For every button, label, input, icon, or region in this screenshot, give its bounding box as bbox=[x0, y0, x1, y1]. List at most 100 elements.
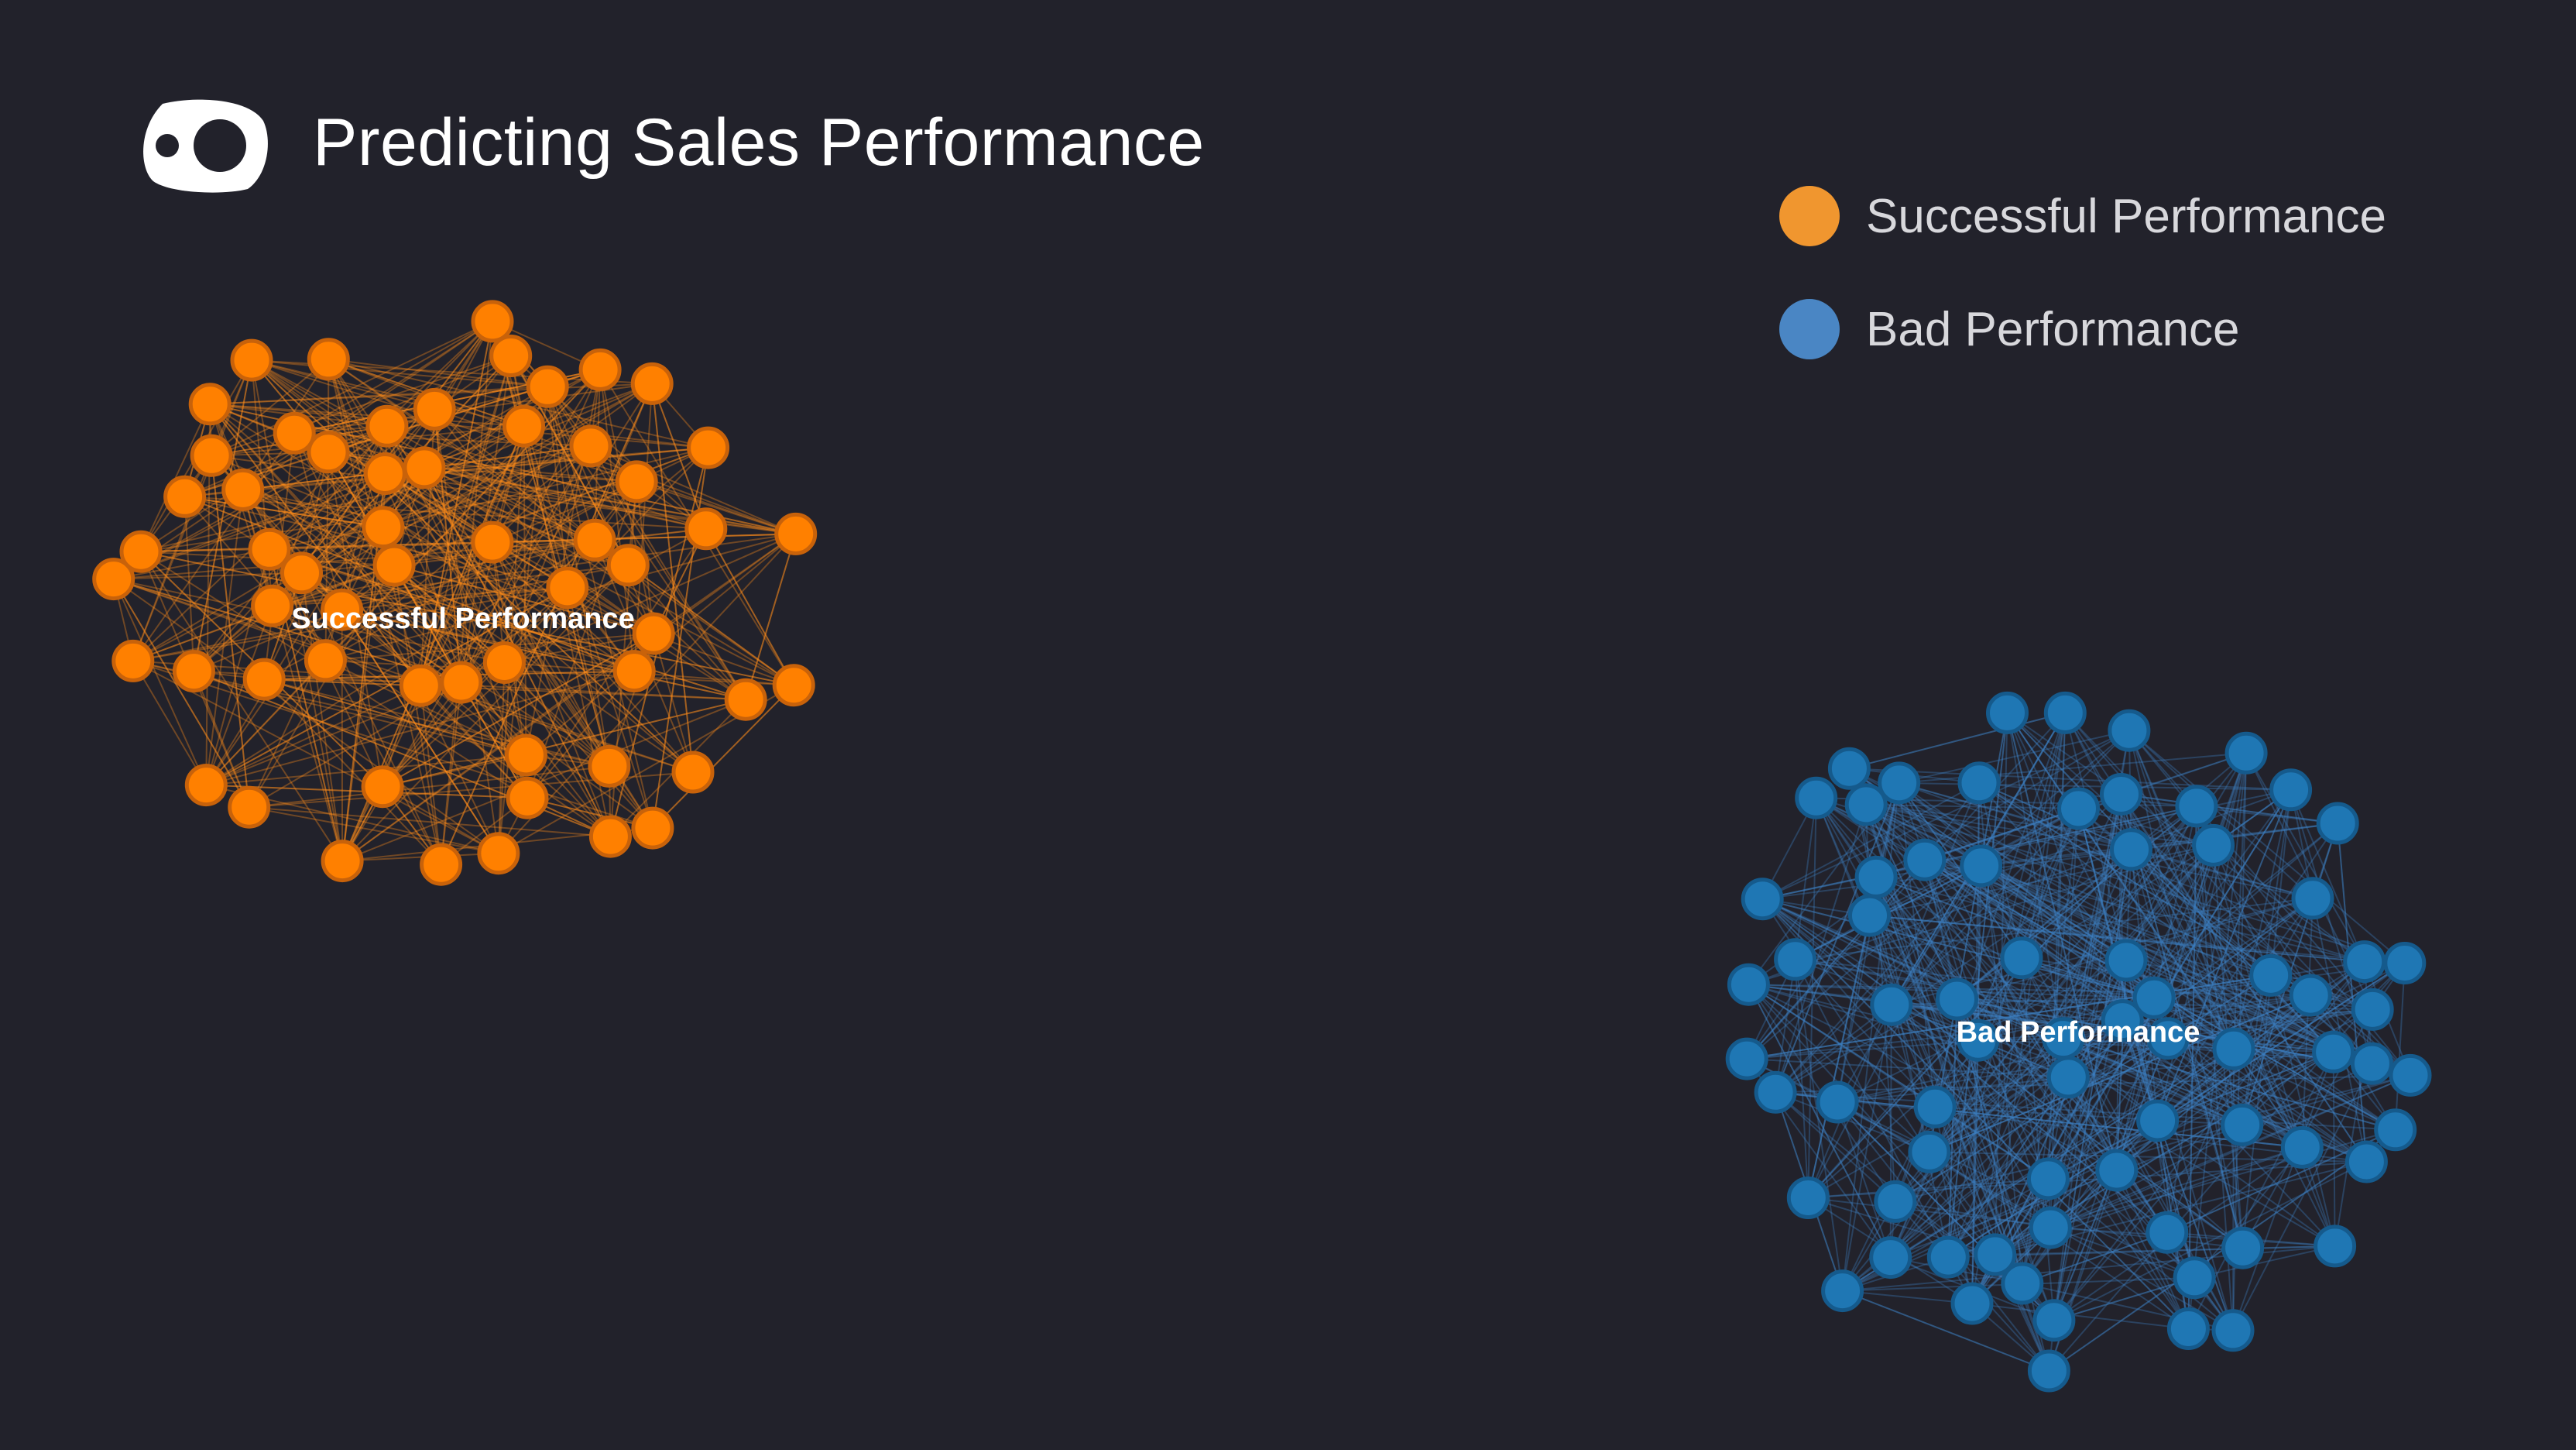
edge bbox=[1869, 844, 2214, 917]
edge bbox=[2194, 1245, 2335, 1279]
network-node bbox=[2351, 988, 2394, 1031]
edge bbox=[251, 359, 548, 388]
network-node bbox=[2344, 1140, 2388, 1183]
network-node bbox=[1854, 855, 1898, 898]
edge bbox=[2078, 807, 2214, 847]
legend-swatch-successful bbox=[1779, 186, 1840, 246]
edge bbox=[269, 383, 653, 551]
edge bbox=[1934, 1106, 2049, 1180]
edge bbox=[745, 534, 797, 700]
edge bbox=[341, 609, 499, 854]
edge bbox=[2021, 957, 2055, 1321]
edge bbox=[2332, 1052, 2336, 1246]
edge bbox=[2047, 994, 2311, 1180]
edge bbox=[2337, 823, 2368, 1163]
network-node bbox=[2042, 1017, 2085, 1060]
edge bbox=[1865, 804, 2127, 961]
network-node bbox=[606, 544, 650, 587]
network-node bbox=[1986, 691, 2029, 734]
edge bbox=[1747, 974, 2271, 1060]
edge bbox=[492, 369, 601, 543]
edge bbox=[205, 587, 568, 786]
edge bbox=[2063, 1037, 2396, 1131]
edge bbox=[1890, 1037, 2169, 1259]
edge bbox=[1761, 898, 1957, 1000]
edge bbox=[1775, 804, 1868, 1093]
edge bbox=[242, 489, 384, 528]
edge bbox=[2064, 713, 2127, 961]
edge bbox=[294, 432, 592, 447]
edge bbox=[1875, 823, 2338, 878]
edge bbox=[2077, 808, 2196, 1279]
edge bbox=[651, 383, 694, 773]
edge bbox=[211, 425, 524, 457]
edge bbox=[113, 578, 505, 664]
edge bbox=[1875, 877, 2023, 1284]
edge bbox=[1775, 1091, 2303, 1149]
network-node bbox=[2173, 1256, 2216, 1300]
edge bbox=[2241, 961, 2365, 1125]
edge bbox=[2120, 794, 2156, 998]
edge bbox=[1929, 844, 2214, 1153]
edge bbox=[341, 473, 386, 610]
edge bbox=[249, 806, 499, 854]
edge bbox=[341, 633, 654, 862]
edge bbox=[1842, 1290, 1973, 1304]
edge bbox=[1929, 1037, 2169, 1153]
edge bbox=[547, 386, 568, 588]
edge bbox=[1923, 859, 2023, 1284]
edge bbox=[2128, 730, 2303, 1148]
edge bbox=[328, 358, 548, 388]
edge bbox=[251, 359, 344, 861]
edge bbox=[523, 426, 527, 755]
edge bbox=[2128, 730, 2235, 1049]
network-node bbox=[1774, 938, 1817, 981]
edge bbox=[341, 609, 499, 854]
network-node bbox=[361, 765, 404, 809]
edge bbox=[2131, 823, 2338, 850]
edge bbox=[264, 678, 746, 701]
edge bbox=[2021, 957, 2155, 999]
network-node bbox=[504, 733, 547, 777]
network-node bbox=[403, 446, 446, 489]
edge bbox=[1761, 730, 2130, 900]
edge bbox=[113, 572, 302, 580]
edge bbox=[325, 659, 794, 686]
edge bbox=[492, 533, 796, 544]
edge bbox=[386, 425, 707, 530]
edge bbox=[113, 578, 421, 687]
edge bbox=[205, 660, 327, 786]
network-node bbox=[578, 348, 622, 391]
edge bbox=[1775, 1091, 2303, 1149]
edge bbox=[1978, 781, 2132, 850]
edge bbox=[2067, 897, 2314, 1078]
edge bbox=[504, 633, 654, 664]
network-node bbox=[2192, 823, 2235, 867]
edge bbox=[184, 496, 383, 528]
edge bbox=[2166, 975, 2272, 1233]
network-node bbox=[2110, 828, 2152, 871]
edge bbox=[1842, 1290, 2049, 1372]
edge bbox=[2130, 849, 2334, 1053]
edge bbox=[382, 445, 592, 528]
edge bbox=[393, 565, 654, 635]
edge bbox=[492, 541, 629, 566]
edge bbox=[1865, 804, 2190, 1330]
legend-label-successful: Successful Performance bbox=[1866, 189, 2386, 243]
edge bbox=[1795, 897, 2314, 960]
edge bbox=[269, 548, 442, 865]
edge bbox=[1837, 1076, 2069, 1103]
edge bbox=[1816, 797, 2365, 963]
edge bbox=[2006, 712, 2411, 1077]
edge bbox=[1890, 1124, 2243, 1259]
edge bbox=[193, 671, 250, 808]
legend-item-successful: Successful Performance bbox=[1779, 186, 2386, 246]
network-node bbox=[1827, 747, 1871, 790]
edge bbox=[2233, 753, 2248, 1049]
edge bbox=[2022, 1231, 2168, 1284]
edge bbox=[328, 358, 794, 686]
edge bbox=[342, 852, 499, 862]
network-node bbox=[1821, 1269, 1864, 1313]
edge bbox=[460, 356, 512, 683]
edge bbox=[2195, 806, 2244, 1249]
